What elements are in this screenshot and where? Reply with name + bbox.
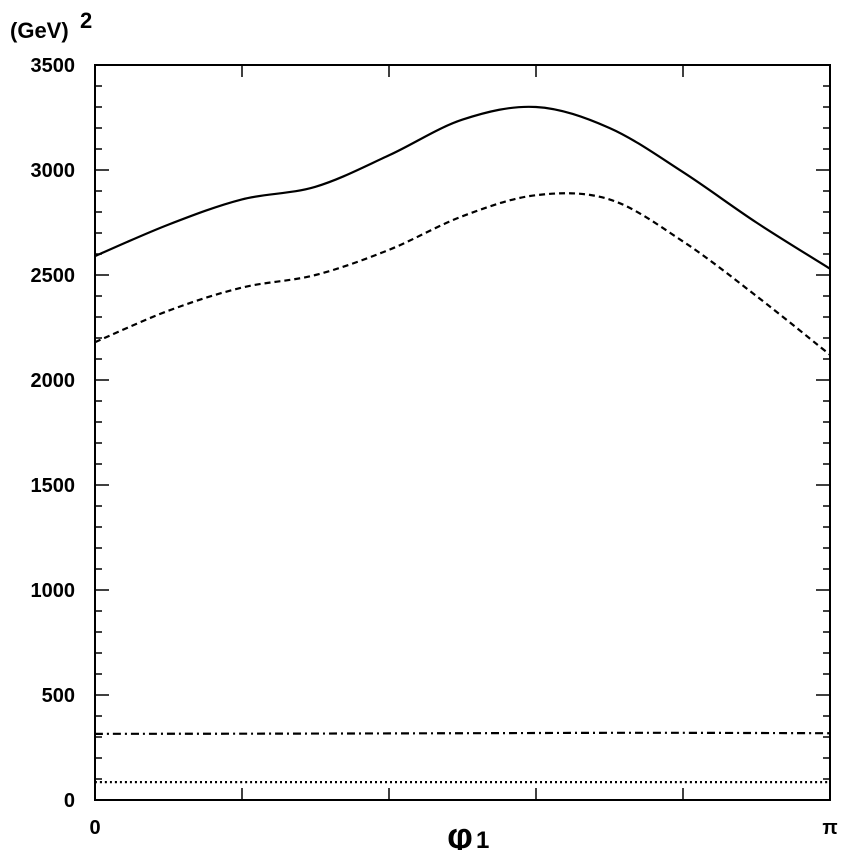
x-tick-label: 0 — [89, 817, 100, 839]
x-axis-title-subscript: 1 — [476, 827, 489, 850]
y-tick-label: 3500 — [31, 55, 76, 77]
series-line-dash-dot — [94, 731, 831, 735]
series-layer — [94, 105, 831, 784]
y-axis-title-exponent: 2 — [80, 8, 92, 33]
y-tick-label: 1000 — [31, 580, 76, 602]
y-tick-label: 2500 — [31, 265, 76, 287]
axes — [94, 64, 831, 801]
series-line-solid — [94, 105, 831, 270]
labels: 0 500 1000 1500 2000 2500 3000 3500 0 π (GeV) 2 φ 1 — [10, 8, 838, 850]
y-axis-title: (GeV) — [10, 18, 69, 43]
x-tick-label: π — [822, 817, 837, 839]
series-line-dashed — [94, 192, 831, 356]
y-tick-label: 3000 — [31, 160, 76, 182]
plot-frame — [94, 64, 831, 801]
x-axis-title: φ — [447, 815, 473, 850]
y-tick-label: 1500 — [31, 475, 76, 497]
y-tick-label: 2000 — [31, 370, 76, 392]
y-tick-label: 0 — [64, 790, 75, 812]
y-tick-label: 500 — [42, 685, 75, 707]
